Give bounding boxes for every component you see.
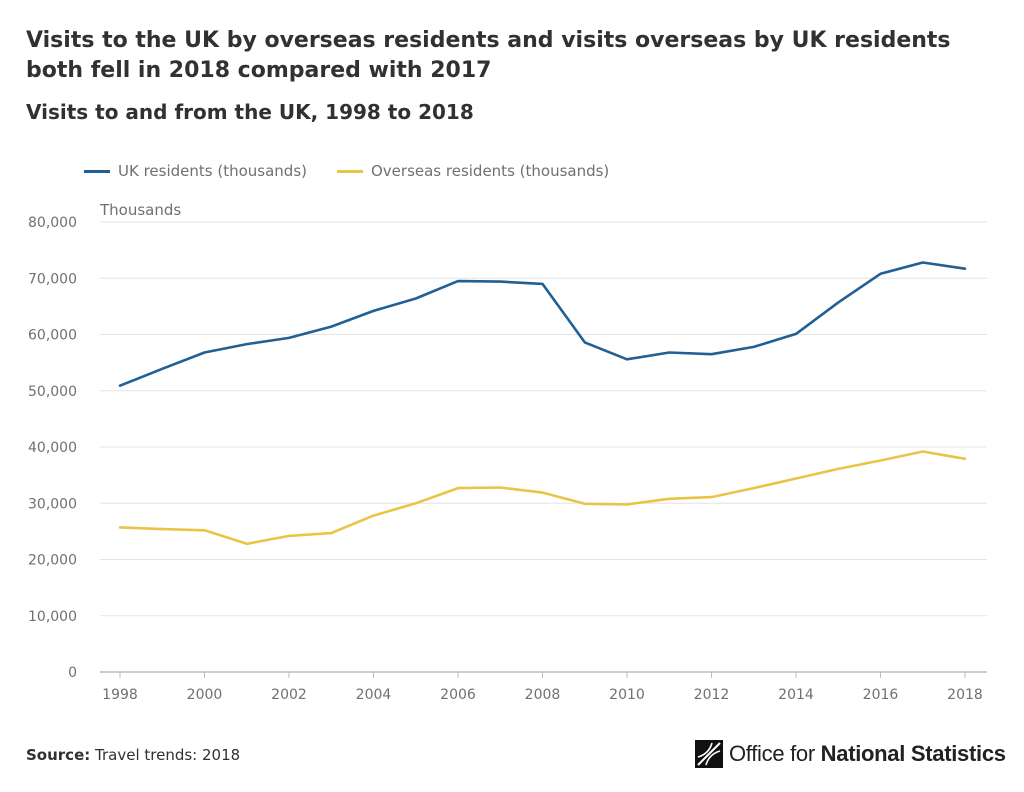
data-point-overseas-residents[interactable] — [708, 493, 716, 501]
data-point-uk-residents[interactable] — [919, 259, 927, 267]
data-point-overseas-residents[interactable] — [539, 489, 547, 497]
data-point-overseas-residents[interactable] — [877, 457, 885, 465]
series-line-uk-residents — [118, 261, 967, 388]
x-tick-label: 2002 — [271, 687, 307, 703]
data-point-uk-residents[interactable] — [327, 323, 335, 331]
chart-title: Visits to the UK by overseas residents a… — [26, 28, 951, 83]
y-tick-label: 70,000 — [28, 271, 77, 287]
ons-logo-icon — [695, 740, 723, 768]
data-point-overseas-residents[interactable] — [623, 500, 631, 508]
data-point-overseas-residents[interactable] — [496, 484, 504, 492]
x-tick-label: 2004 — [356, 687, 392, 703]
data-point-overseas-residents[interactable] — [919, 448, 927, 456]
legend-swatch-uk-residents — [84, 169, 110, 173]
data-point-overseas-residents[interactable] — [581, 500, 589, 508]
data-point-uk-residents[interactable] — [412, 295, 420, 303]
data-point-uk-residents[interactable] — [285, 334, 293, 342]
data-point-uk-residents[interactable] — [623, 355, 631, 363]
data-point-overseas-residents[interactable] — [327, 529, 335, 537]
data-point-uk-residents[interactable] — [708, 350, 716, 358]
data-point-uk-residents[interactable] — [539, 280, 547, 288]
legend-swatch-overseas-residents — [336, 169, 363, 173]
data-point-uk-residents[interactable] — [750, 343, 758, 351]
source-label: Source: — [26, 746, 91, 764]
series-line-overseas-residents — [118, 450, 967, 546]
data-point-uk-residents[interactable] — [116, 382, 124, 390]
chart-legend: UK residents (thousands) Overseas reside… — [84, 162, 639, 180]
ons-logo-text: Office for National Statistics — [729, 741, 1006, 766]
x-tick-label: 2008 — [525, 687, 561, 703]
y-tick-label: 0 — [68, 665, 77, 681]
x-tick-label: 2016 — [863, 687, 899, 703]
data-point-uk-residents[interactable] — [201, 349, 209, 357]
ons-logo: Office for National Statistics — [695, 740, 1006, 768]
data-point-overseas-residents[interactable] — [243, 540, 251, 548]
data-point-uk-residents[interactable] — [496, 278, 504, 286]
data-point-overseas-residents[interactable] — [834, 465, 842, 473]
data-point-overseas-residents[interactable] — [961, 455, 969, 463]
y-tick-label: 30,000 — [28, 496, 77, 512]
line-chart: 0 10,000 20,000 30,000 40,000 50,000 60,000 70,… — [28, 201, 987, 703]
data-point-uk-residents[interactable] — [581, 338, 589, 346]
y-tick-label: 10,000 — [28, 609, 77, 625]
data-point-uk-residents[interactable] — [961, 265, 969, 273]
data-point-uk-residents[interactable] — [370, 307, 378, 315]
x-tick-label: 2000 — [187, 687, 223, 703]
x-tick-label: 1998 — [102, 687, 138, 703]
legend-item-uk-residents[interactable]: UK residents (thousands) — [84, 162, 307, 180]
data-point-uk-residents[interactable] — [834, 298, 842, 306]
source-note: Source: Travel trends: 2018 — [26, 746, 240, 764]
data-point-overseas-residents[interactable] — [116, 523, 124, 531]
y-tick-label: 80,000 — [28, 215, 77, 231]
legend-item-overseas-residents[interactable]: Overseas residents (thousands) — [336, 162, 610, 180]
data-point-overseas-residents[interactable] — [201, 526, 209, 534]
y-tick-label: 40,000 — [28, 440, 77, 456]
y-tick-label: 20,000 — [28, 553, 77, 569]
data-point-overseas-residents[interactable] — [158, 525, 166, 533]
data-point-overseas-residents[interactable] — [370, 512, 378, 520]
data-point-uk-residents[interactable] — [792, 330, 800, 338]
data-point-uk-residents[interactable] — [158, 365, 166, 373]
data-point-overseas-residents[interactable] — [792, 475, 800, 483]
x-tick-label: 2006 — [440, 687, 476, 703]
data-point-uk-residents[interactable] — [665, 349, 673, 357]
x-tick-label: 2012 — [694, 687, 730, 703]
x-tick-label: 2014 — [778, 687, 814, 703]
data-point-uk-residents[interactable] — [877, 270, 885, 278]
x-tick-label: 2010 — [609, 687, 645, 703]
data-point-overseas-residents[interactable] — [665, 495, 673, 503]
x-tick-label: 2018 — [947, 687, 983, 703]
legend-label-uk-residents: UK residents (thousands) — [118, 162, 307, 180]
y-tick-label: 60,000 — [28, 328, 77, 344]
y-tick-label: 50,000 — [28, 384, 77, 400]
data-point-uk-residents[interactable] — [454, 277, 462, 285]
data-point-uk-residents[interactable] — [243, 340, 251, 348]
source-text[interactable]: Travel trends: 2018 — [95, 746, 241, 764]
data-point-overseas-residents[interactable] — [454, 484, 462, 492]
data-point-overseas-residents[interactable] — [285, 532, 293, 540]
y-axis-title: Thousands — [99, 201, 181, 219]
data-point-overseas-residents[interactable] — [412, 499, 420, 507]
legend-label-overseas-residents: Overseas residents (thousands) — [370, 162, 610, 180]
data-point-overseas-residents[interactable] — [750, 484, 758, 492]
chart-subtitle: Visits to and from the UK, 1998 to 2018 — [26, 100, 474, 124]
